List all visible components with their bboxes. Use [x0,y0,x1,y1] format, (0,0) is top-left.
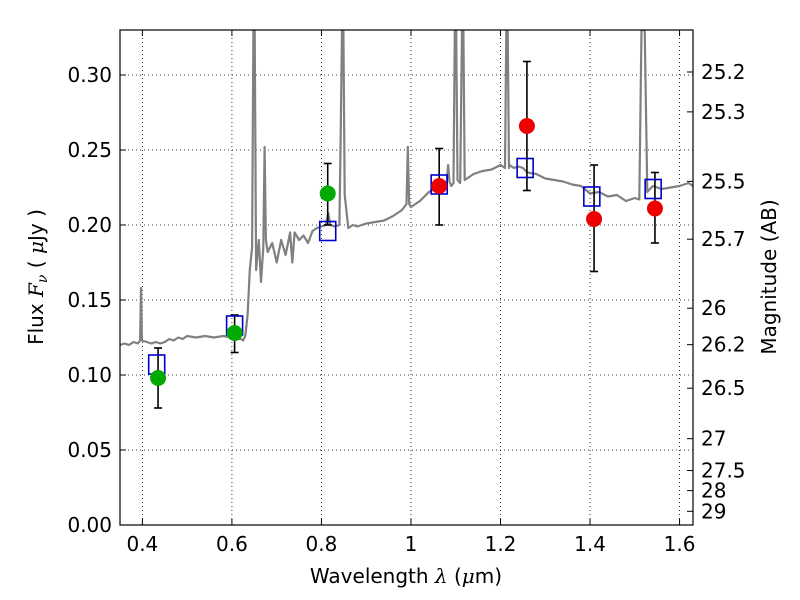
model-photometry-square [318,220,337,242]
mag-tick-label: 27 [701,427,726,451]
y-tick-label: 0.15 [67,288,112,312]
mag-tick-label: 25.7 [701,227,746,251]
x-tick-label: 0.4 [126,532,158,556]
mag-tick-label: 29 [701,499,726,523]
mag-tick-label: 26 [701,296,726,320]
photometry-point [226,325,243,341]
photometry-point [586,211,603,227]
plot-frame [119,29,694,526]
x-tick-label: 1.2 [485,532,517,556]
x-tick-label: 1.6 [664,532,696,556]
model-photometry-square [516,157,534,179]
mag-tick-label: 25.5 [701,169,746,193]
mag-tick-label: 26.2 [701,333,746,357]
photometry-point [646,200,663,217]
photometry-point [319,185,336,202]
mag-tick-label: 26.5 [701,376,746,400]
mag-tick-label: 25.3 [701,100,746,124]
y-tick-label: 0.10 [67,363,112,387]
spectrum-layer [120,30,693,347]
x-tick-label: 0.8 [306,532,338,556]
y-tick-label: 0.05 [67,438,112,462]
x-axis-label: Wavelength λ (μm) [310,564,502,588]
mag-tick-label: 28 [701,479,726,503]
y-tick-label: 0.25 [67,138,112,162]
photometry-point [150,370,167,386]
model-photometry-square [644,178,662,200]
mag-tick-label: 27.5 [701,459,746,483]
mag-tick-label: 25.2 [701,60,746,84]
y-tick-label: 0.30 [67,63,112,87]
y-axis-label: Flux Fν ( μJy ) [24,209,51,345]
photometry-point [518,118,535,134]
photometry-point [431,178,448,194]
grid [120,30,693,526]
spectrum-line [120,30,693,347]
y-tick-label: 0.00 [67,513,112,537]
y-tick-label: 0.20 [67,213,112,237]
marker-layer [147,118,663,386]
errorbar-layer [154,60,659,409]
x-tick-label: 0.6 [216,532,248,556]
right-axis-label: Magnitude (AB) [757,199,781,354]
tick-layer: 0.4 0.6 0.8 1 1.2 1.4 1.6 0.00 0.05 0.10 0.15 0.20 0… [67,30,746,556]
model-photometry-square [583,186,601,207]
x-tick-label: 1 [405,532,418,556]
x-tick-label: 1.4 [574,532,606,556]
